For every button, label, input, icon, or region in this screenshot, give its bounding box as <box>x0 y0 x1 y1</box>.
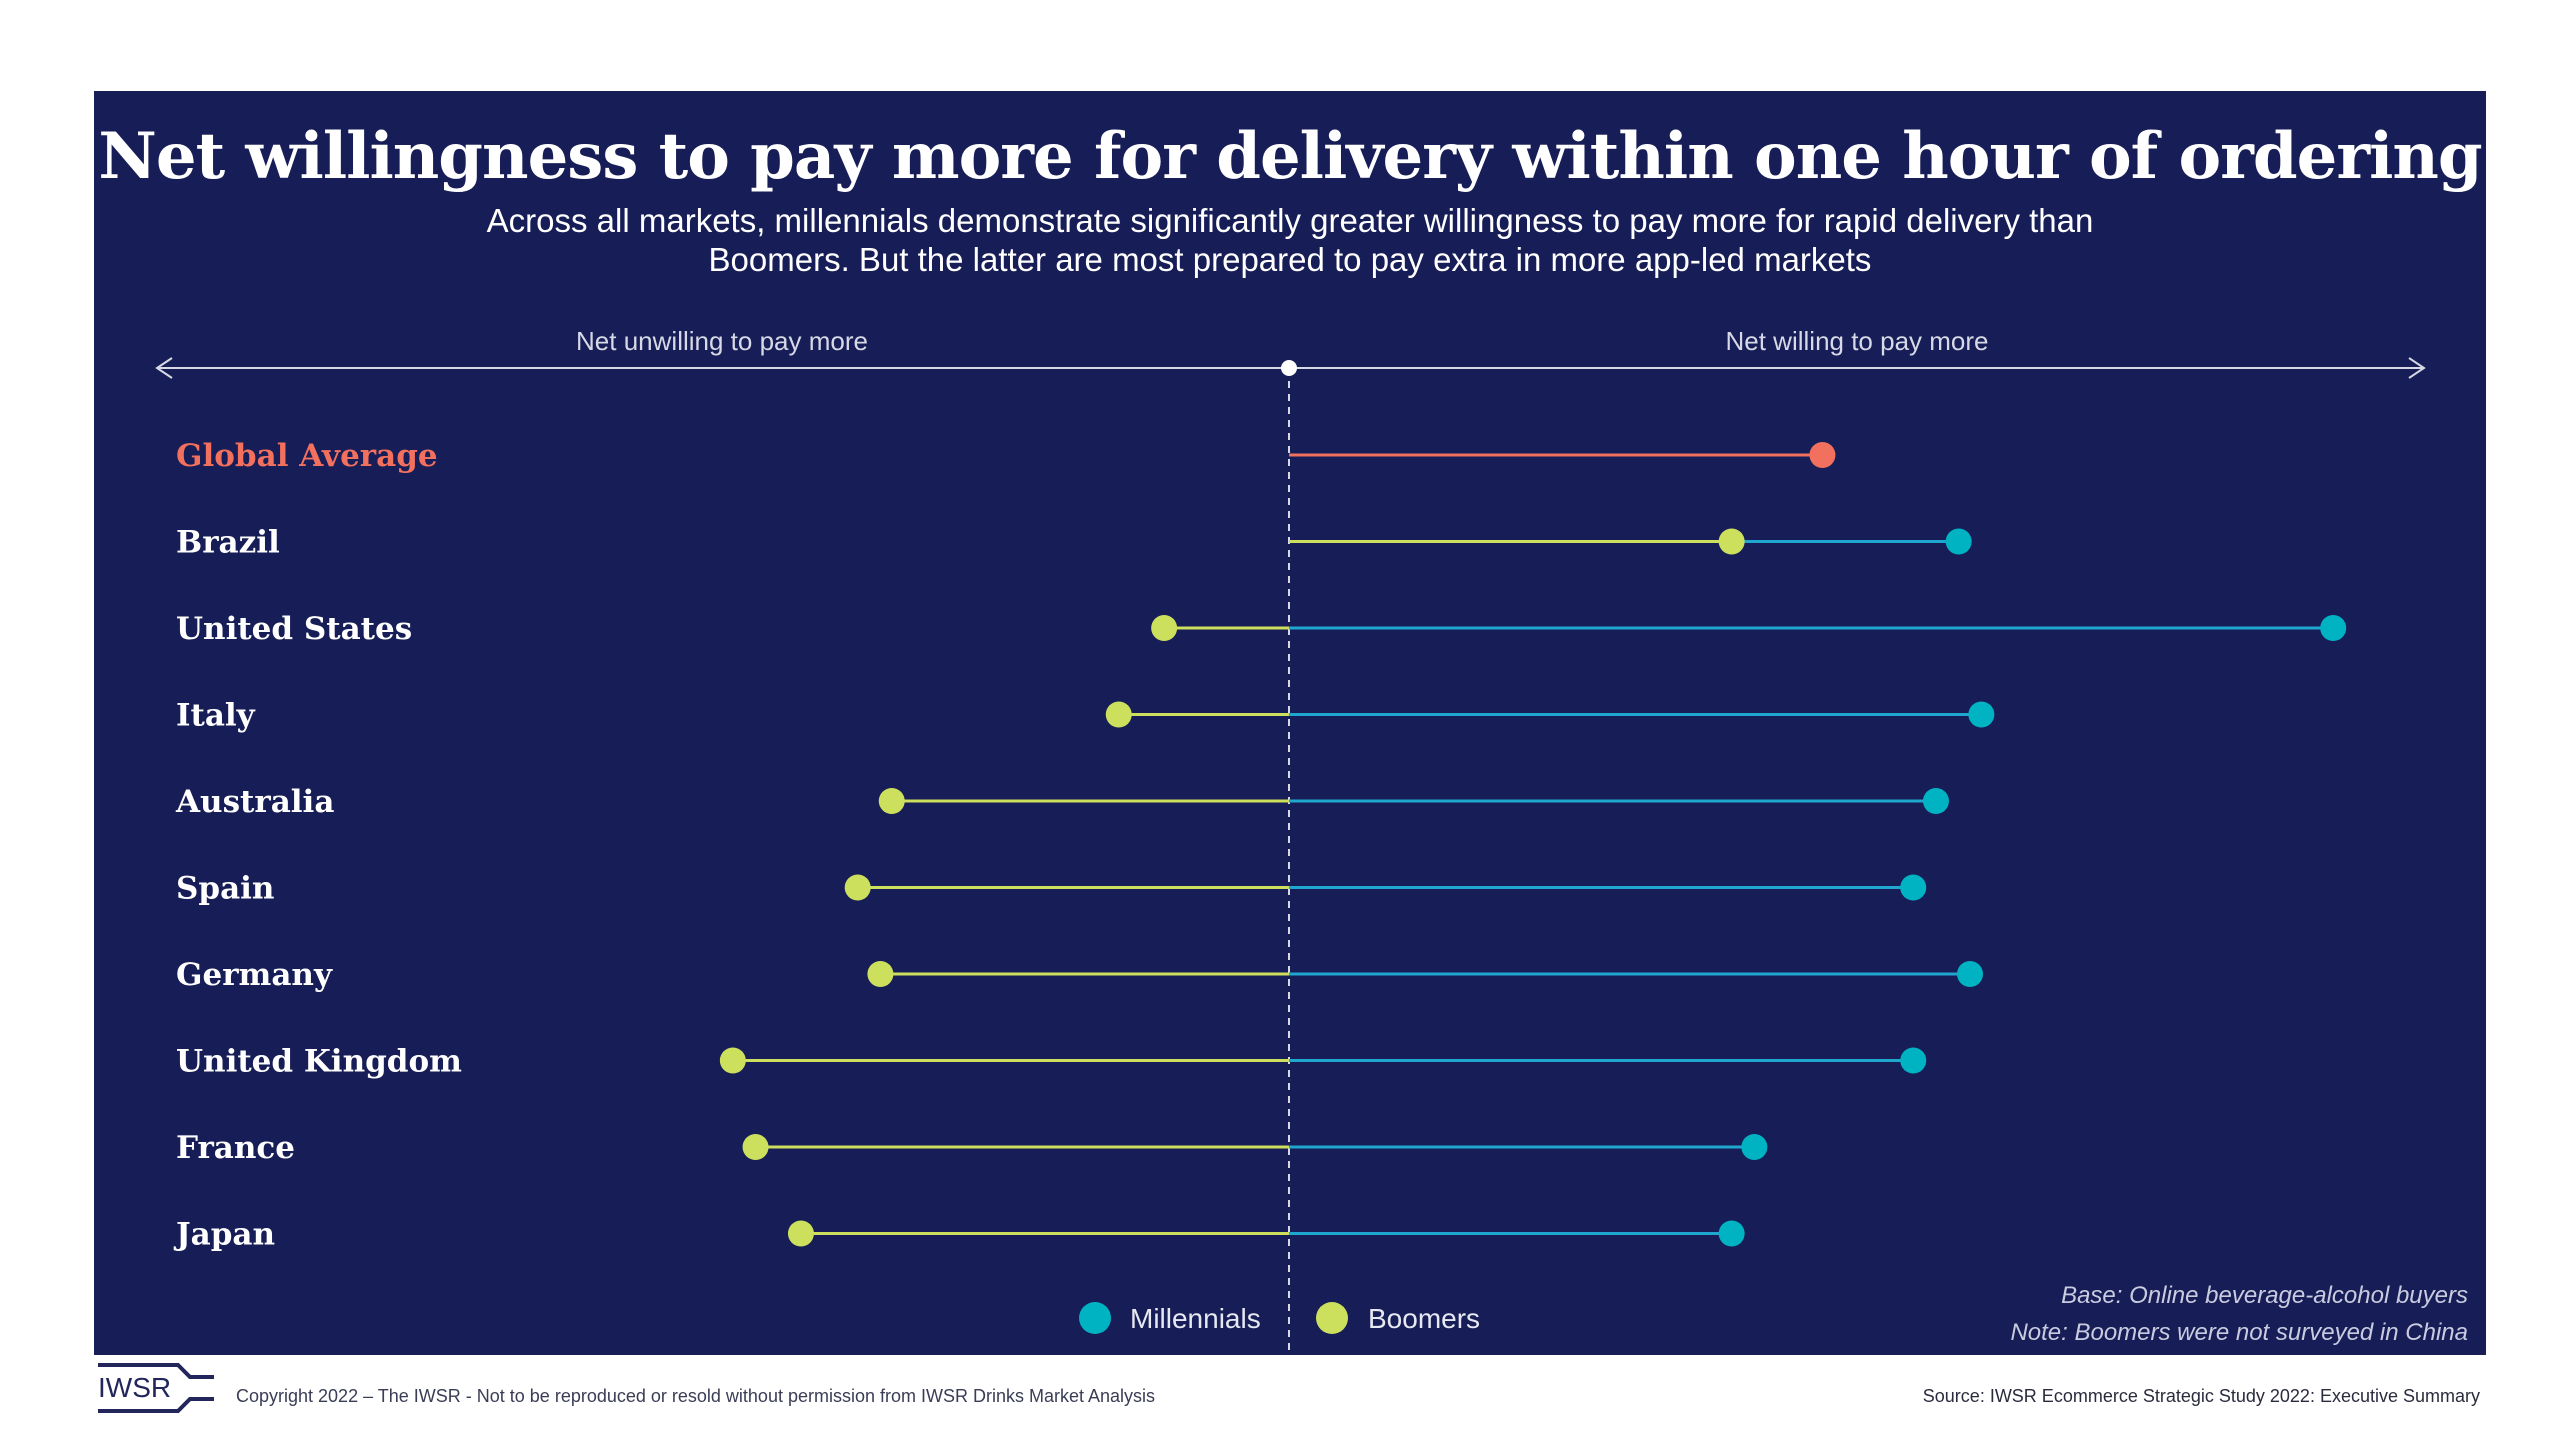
boomers-point <box>742 1134 769 1160</box>
chart-row: United Kingdom <box>176 1044 1927 1080</box>
boomers-point <box>719 1047 746 1074</box>
millennials-point <box>1741 1134 1768 1160</box>
legend: Millennials Boomers <box>1079 1302 1480 1334</box>
millennials-point <box>1718 1220 1745 1247</box>
chart-row: Italy <box>176 698 1995 734</box>
boomers-point <box>1151 615 1178 641</box>
copyright-text: Copyright 2022 – The IWSR - Not to be re… <box>236 1386 1156 1406</box>
boomers-point <box>1718 528 1745 555</box>
row-label: Spain <box>176 871 274 907</box>
axis-label-willing: Net willing to pay more <box>1726 326 1989 356</box>
row-label: United States <box>176 611 412 647</box>
legend-boomers-swatch <box>1316 1302 1348 1334</box>
dumbbell-chart: Net unwilling to pay more Net willing to… <box>155 326 2468 1355</box>
chart-panel: Net willingness to pay more for delivery… <box>94 91 2486 1355</box>
chart-title: Net willingness to pay more for delivery… <box>98 119 2482 194</box>
millennials-point <box>1900 1047 1927 1074</box>
boomers-point <box>844 874 871 901</box>
chart-subtitle: Across all markets, millennials demonstr… <box>94 201 2486 279</box>
boomers-point <box>1105 701 1132 728</box>
chart-row: Australia <box>175 784 1949 820</box>
row-label: Italy <box>176 698 256 734</box>
chart-row: France <box>176 1130 1768 1166</box>
row-label: Japan <box>173 1217 275 1253</box>
chart-row: Global Average <box>176 438 1836 474</box>
millennials-point <box>1945 528 1972 555</box>
zero-marker <box>1281 360 1297 376</box>
chart-row: Spain <box>176 871 1927 907</box>
boomers-point <box>878 788 905 814</box>
arrow-left-icon <box>155 357 173 379</box>
row-label: Brazil <box>176 525 280 561</box>
logo-text: IWSR <box>98 1372 171 1403</box>
row-label: Global Average <box>176 438 438 474</box>
millennials-point <box>1957 961 1983 987</box>
subtitle-line-1: Across all markets, millennials demonstr… <box>486 202 2094 239</box>
chart-row: Japan <box>173 1217 1745 1253</box>
note-base: Base: Online beverage-alcohol buyers <box>2061 1282 2468 1309</box>
legend-millennials-label: Millennials <box>1130 1303 1261 1334</box>
millennials-point <box>1922 788 1949 814</box>
boomers-point <box>867 961 894 987</box>
subtitle-line-2: Boomers. But the latter are most prepare… <box>708 241 1872 278</box>
legend-millennials-swatch <box>1079 1302 1111 1334</box>
legend-boomers-label: Boomers <box>1368 1303 1480 1334</box>
axis-label-unwilling: Net unwilling to pay more <box>576 326 868 356</box>
row-label: Australia <box>175 784 334 820</box>
chart-rows: Global Average Brazil United States Italy Au… <box>173 438 2347 1253</box>
millennials-point <box>2320 615 2347 641</box>
row-label: United Kingdom <box>176 1044 462 1080</box>
chart-row: Germany <box>176 957 1983 993</box>
chart-row: United States <box>176 611 2347 647</box>
arrow-right-icon <box>2408 357 2426 379</box>
note-china: Note: Boomers were not surveyed in China <box>2010 1319 2468 1346</box>
boomers-point <box>787 1220 814 1247</box>
global-average-point <box>1809 442 1836 468</box>
row-label: France <box>176 1130 295 1166</box>
iwsr-logo: IWSR <box>98 1363 214 1413</box>
chart-row: Brazil <box>176 525 1972 561</box>
source-text: Source: IWSR Ecommerce Strategic Study 2… <box>1922 1386 2480 1406</box>
millennials-point <box>1900 874 1927 901</box>
millennials-point <box>1968 701 1995 728</box>
row-label: Germany <box>176 957 333 993</box>
